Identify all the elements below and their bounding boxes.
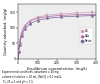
Point — [46, 18, 48, 19]
Point — [91, 12, 93, 13]
Point — [60, 13, 62, 15]
Point — [29, 20, 30, 22]
Point — [19, 42, 20, 44]
Point — [21, 36, 22, 37]
Point — [24, 25, 26, 27]
Point — [60, 15, 62, 16]
Point — [21, 32, 22, 34]
Point — [21, 33, 22, 34]
Point — [24, 28, 26, 30]
X-axis label: Equilibrium concentration, (mg/L): Equilibrium concentration, (mg/L) — [27, 67, 87, 71]
Point — [19, 42, 20, 43]
Point — [37, 17, 38, 18]
Text: Experimental conditions: adsorbent = 40 mg,
volume of solution = 20 mL, [NaCl] =: Experimental conditions: adsorbent = 40 … — [2, 70, 62, 84]
Legend: CS, CAc, Resin: CS, CAc, Resin — [80, 28, 93, 44]
Point — [76, 15, 77, 17]
Point — [18, 51, 19, 52]
Point — [19, 44, 20, 46]
Point — [24, 25, 26, 27]
Point — [76, 14, 77, 15]
Point — [76, 12, 77, 14]
Point — [37, 20, 38, 21]
Point — [29, 23, 30, 25]
Y-axis label: Quantity adsorbed, (mg/g): Quantity adsorbed, (mg/g) — [4, 8, 8, 55]
Point — [18, 50, 19, 51]
Point — [60, 16, 62, 18]
Point — [18, 52, 19, 53]
Point — [91, 15, 93, 16]
Point — [46, 16, 48, 17]
Point — [91, 14, 93, 15]
Point — [46, 15, 48, 16]
Point — [29, 21, 30, 22]
Point — [37, 18, 38, 19]
